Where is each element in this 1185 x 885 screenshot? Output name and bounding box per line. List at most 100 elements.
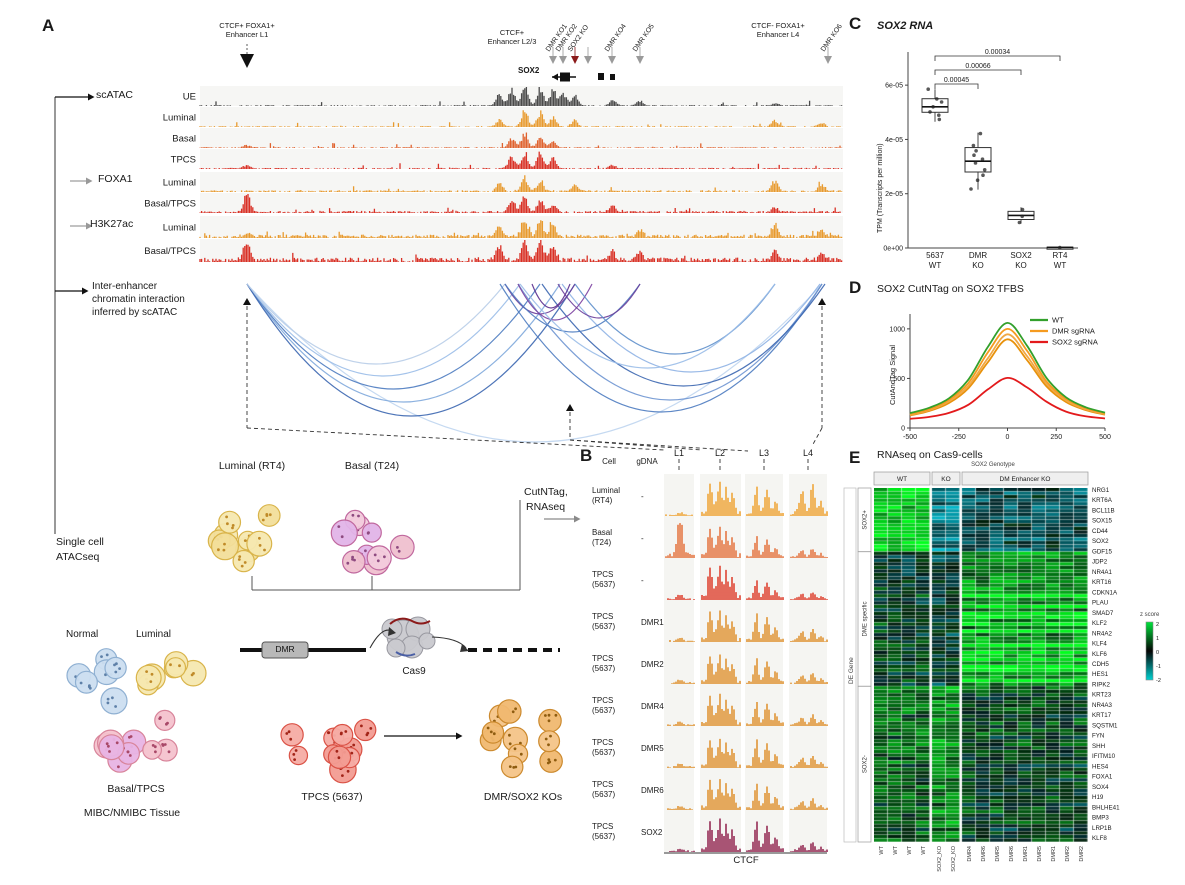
e-side-label: DE Gene	[848, 657, 855, 684]
cell	[481, 721, 505, 744]
e-gene-label: H19	[1092, 794, 1104, 801]
track-row-label: Basal/TPCS	[144, 199, 196, 210]
b-row-signal	[667, 738, 828, 768]
d-series-line	[909, 321, 1106, 414]
arrow-head	[82, 287, 89, 295]
cell-nucleus	[154, 750, 157, 754]
cell-nucleus	[548, 760, 552, 764]
c-box	[964, 147, 992, 173]
e-gene-label: NR4A3	[1092, 702, 1113, 709]
b-cell-label: (5637)	[592, 832, 615, 841]
single-cell-label-2: ATACseq	[56, 551, 100, 563]
cell-nucleus	[351, 513, 355, 517]
cell-nucleus	[508, 765, 512, 768]
cell-nucleus	[217, 548, 220, 552]
e-gene-label: BMP3	[1092, 815, 1109, 822]
c-point	[937, 113, 941, 117]
cell-nucleus	[105, 653, 109, 657]
cell	[142, 740, 163, 760]
cell-nucleus	[222, 548, 226, 552]
e-gene-label: SQSTM1	[1092, 722, 1118, 729]
cell-nucleus	[111, 696, 114, 700]
c-point	[931, 105, 935, 109]
panel-b-label: B	[580, 446, 593, 465]
interaction-label-3: inferred by scATAC	[92, 307, 178, 318]
dashed-connector	[246, 427, 665, 451]
e-row-group-label: SOX2-	[863, 755, 869, 773]
d-series-line	[909, 328, 1106, 415]
track-group-h3k27ac: H3K27ac	[90, 218, 134, 230]
cell-nucleus	[351, 555, 354, 559]
b-row-signal	[669, 818, 828, 852]
b-cell-label: Luminal	[592, 486, 620, 495]
c-x-label: SOX2	[1010, 251, 1032, 260]
e-col-label: DMR5	[1037, 846, 1043, 862]
cell-nucleus	[238, 555, 242, 558]
track-group-scatac: scATAC	[96, 89, 133, 101]
c-point	[980, 157, 985, 161]
dmr-box	[261, 641, 309, 659]
cell-nucleus	[88, 684, 91, 687]
cell	[496, 699, 522, 724]
e-gene-label: KLF4	[1092, 641, 1107, 648]
dashed-connector	[811, 427, 823, 447]
l-site-label: L2	[715, 448, 725, 458]
b-cell-label: TPCS	[592, 822, 613, 831]
track-row-label: TPCS	[171, 155, 196, 166]
dmr-ko-arrow	[608, 56, 616, 64]
e-col-label: DMR2	[1065, 846, 1071, 862]
track-row-label: Basal/TPCS	[144, 246, 196, 257]
cell-nucleus	[261, 518, 265, 522]
cell-nucleus	[231, 526, 234, 530]
cell-nucleus	[511, 710, 515, 714]
c-x-label: WT	[929, 261, 942, 270]
cell-nucleus	[178, 664, 181, 668]
cell-nucleus	[514, 765, 518, 769]
cell	[232, 549, 255, 573]
d-series-line	[909, 333, 1106, 416]
c-point	[969, 187, 973, 191]
arrow-head	[86, 222, 93, 230]
cell-nucleus	[373, 553, 377, 557]
cell-nucleus	[351, 557, 354, 561]
cell	[500, 755, 524, 779]
e-col-group-box	[873, 471, 931, 486]
e-col-group-box	[961, 471, 1089, 486]
gene-box	[598, 73, 604, 80]
cell	[539, 749, 563, 773]
track-row-signal	[199, 220, 843, 238]
track-row-label: Luminal	[163, 113, 196, 124]
e-gene-label: HES4	[1092, 763, 1109, 770]
dmr-ko-label: DMR KO4	[604, 23, 628, 53]
arrow-head	[574, 515, 581, 523]
c-y-tick-label: 4e-05	[885, 137, 903, 144]
cell	[341, 549, 366, 574]
cell-nucleus	[292, 753, 296, 756]
e-gene-label: LRP1B	[1092, 825, 1112, 832]
b-row-signal	[665, 523, 828, 558]
sox2-ko-arrow	[571, 56, 579, 64]
cell	[330, 519, 358, 547]
cell-nucleus	[161, 743, 165, 746]
e-gene-label: KLF8	[1092, 835, 1107, 842]
cell-nucleus	[383, 555, 386, 559]
cell-nucleus	[126, 750, 130, 754]
e-side-box	[843, 487, 857, 843]
enhancer-l1-arrow	[240, 54, 254, 68]
d-series-line	[909, 338, 1106, 417]
b-gdna-header: gDNA	[636, 457, 658, 466]
cell-nucleus	[492, 732, 496, 736]
e-gene-label: SHH	[1092, 743, 1105, 750]
e-colorbar-tick: -1	[1156, 664, 1161, 670]
cell-nucleus	[352, 743, 356, 747]
e-col-label: DMR1	[1051, 846, 1057, 862]
c-point	[928, 110, 932, 114]
b-row-signal	[667, 779, 828, 810]
c-y-tick-label: 6e-05	[885, 83, 903, 90]
cell-nucleus	[240, 564, 244, 568]
c-pvalue-bracket	[934, 83, 979, 89]
cas9-grna	[389, 617, 431, 625]
cell-nucleus	[519, 752, 523, 756]
cell-nucleus	[167, 750, 171, 754]
